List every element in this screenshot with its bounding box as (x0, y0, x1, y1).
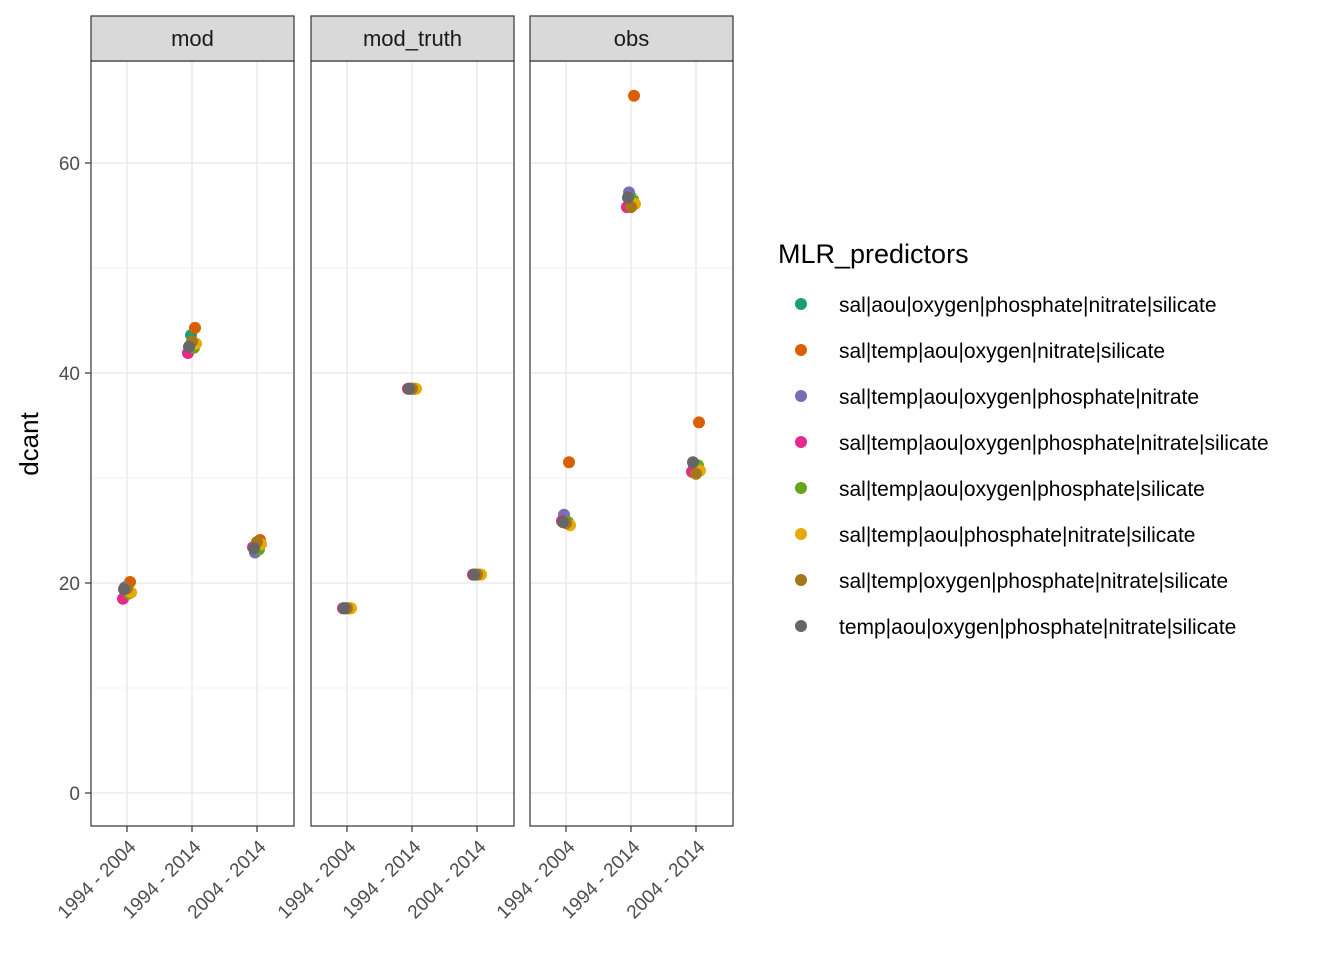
legend-key (795, 344, 807, 356)
legend-entry: sal|temp|aou|oxygen|nitrate|silicate (795, 340, 1165, 363)
facet-strip (310, 15, 515, 62)
legend-entry: sal|temp|aou|oxygen|phosphate|silicate (795, 478, 1205, 501)
legend-label: temp|aou|oxygen|phosphate|nitrate|silica… (839, 616, 1236, 639)
legend-entry: sal|temp|aou|oxygen|phosphate|nitrate|si… (795, 432, 1269, 455)
legend-entry: sal|aou|oxygen|phosphate|nitrate|silicat… (795, 294, 1217, 317)
legend-entry: sal|temp|oxygen|phosphate|nitrate|silica… (795, 570, 1228, 593)
legend-key (795, 620, 807, 632)
data-point (183, 340, 195, 353)
legend-key (795, 390, 807, 402)
legend-entry: temp|aou|oxygen|phosphate|nitrate|silica… (795, 616, 1236, 639)
y-tick-label: 0 (69, 784, 80, 805)
y-tick-label: 60 (59, 154, 80, 175)
legend-label: sal|temp|aou|oxygen|phosphate|nitrate|si… (839, 432, 1269, 455)
legend-label: sal|temp|aou|oxygen|phosphate|silicate (839, 478, 1205, 501)
data-point (693, 416, 705, 429)
legend-key (795, 574, 807, 586)
legend-key (795, 528, 807, 540)
legend: MLR_predictors sal|aou|oxygen|phosphate|… (778, 239, 1269, 639)
legend-label: sal|aou|oxygen|phosphate|nitrate|silicat… (839, 294, 1217, 317)
data-point (118, 583, 130, 596)
legend-title: MLR_predictors (778, 239, 969, 269)
legend-entry: sal|temp|aou|phosphate|nitrate|silicate (795, 524, 1196, 547)
data-point (625, 201, 637, 214)
legend-label: sal|temp|aou|phosphate|nitrate|silicate (839, 524, 1196, 547)
legend-key (795, 436, 807, 448)
legend-label: sal|temp|oxygen|phosphate|nitrate|silica… (839, 570, 1228, 593)
facet-strip (90, 15, 295, 62)
legend-key (795, 482, 807, 494)
facet-strip-label: mod (171, 26, 214, 51)
data-point (248, 542, 260, 555)
data-point (557, 516, 569, 529)
data-point (622, 191, 634, 204)
facet-strip (529, 15, 734, 62)
legend-entry: sal|temp|aou|oxygen|phosphate|nitrate (795, 386, 1199, 409)
data-point (563, 456, 575, 469)
data-point (338, 602, 350, 615)
legend-key (795, 298, 807, 310)
data-point (468, 568, 480, 581)
facet-strip-label: mod_truth (363, 26, 462, 51)
y-axis: 0 20 40 60 (59, 154, 91, 805)
data-point (189, 321, 201, 334)
y-tick-label: 20 (59, 574, 80, 595)
legend-label: sal|temp|aou|oxygen|nitrate|silicate (839, 340, 1165, 363)
y-tick-label: 40 (59, 364, 80, 385)
data-point (690, 467, 702, 480)
y-axis-title: dcant (14, 411, 44, 475)
data-point (687, 456, 699, 469)
legend-label: sal|temp|aou|oxygen|phosphate|nitrate (839, 386, 1199, 409)
data-point (403, 382, 415, 395)
facet-strip-label: obs (614, 26, 649, 51)
data-point (628, 89, 640, 102)
